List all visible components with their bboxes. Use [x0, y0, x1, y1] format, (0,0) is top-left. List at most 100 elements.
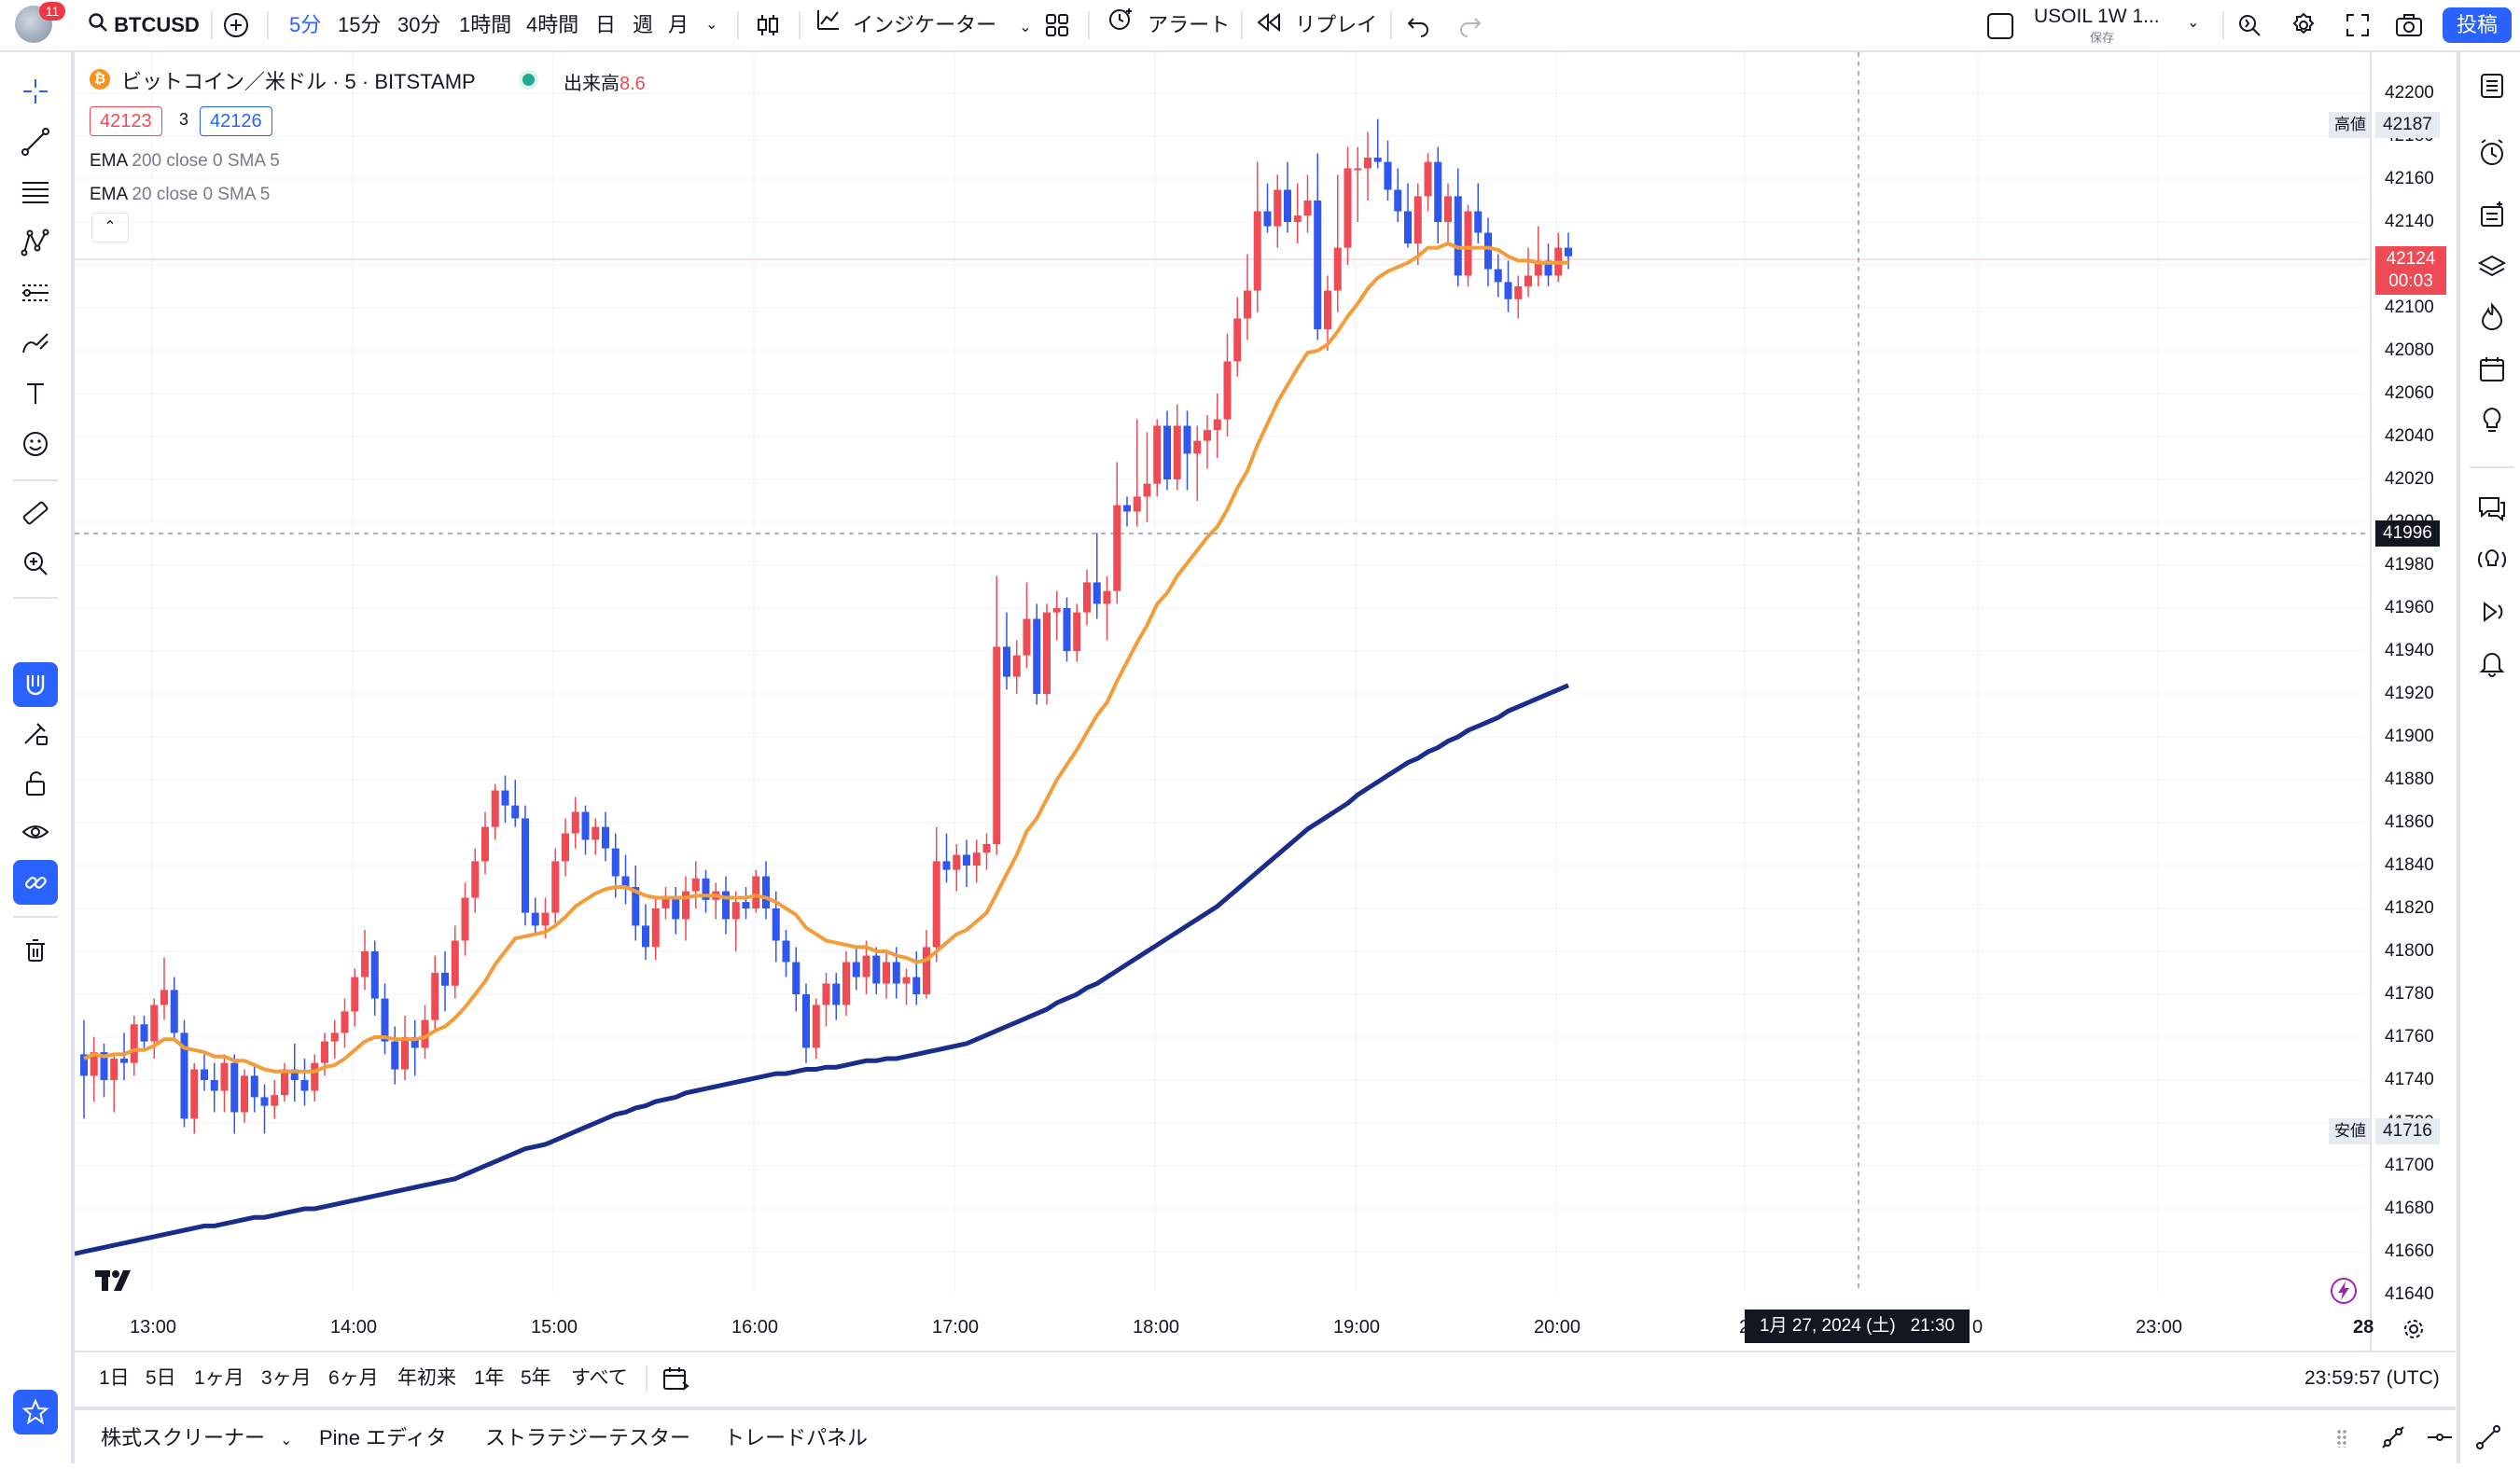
quick-search-icon[interactable] — [2235, 11, 2263, 44]
price-tick-label: 42100 — [2385, 298, 2434, 317]
horizontal-ray-icon[interactable] — [2426, 1423, 2454, 1456]
candle — [752, 869, 760, 913]
chats-icon[interactable] — [2470, 485, 2514, 530]
interval-dropdown-chevron-icon[interactable]: ⌄ — [705, 17, 718, 33]
chart-pane[interactable] — [75, 52, 2374, 1293]
calendar-icon[interactable] — [2470, 347, 2514, 392]
candle-body — [651, 908, 660, 948]
tab-strategy-tester[interactable]: ストラテジーテスター — [485, 1426, 691, 1449]
utc-clock[interactable]: 23:59:57 (UTC) — [2304, 1367, 2440, 1389]
price-tick-label: 41940 — [2385, 641, 2434, 660]
eye-icon[interactable] — [13, 810, 58, 854]
interval-5m[interactable]: 5分 — [289, 13, 322, 36]
forecast-icon[interactable] — [13, 270, 58, 315]
watchlist-icon[interactable] — [2470, 63, 2514, 108]
flash-icon[interactable] — [2329, 1276, 2359, 1310]
interval-1d[interactable]: 日 — [595, 13, 617, 36]
range-all[interactable]: すべて — [571, 1367, 628, 1389]
emoji-icon[interactable] — [13, 422, 58, 466]
candle-body — [361, 951, 369, 977]
replay-button[interactable]: リプレイ — [1256, 0, 1377, 50]
price-tick-label: 41860 — [2385, 812, 2434, 832]
layout-grid-icon[interactable] — [1043, 11, 1071, 44]
axis-settings-gear-icon[interactable] — [2402, 1317, 2426, 1346]
layers-icon[interactable] — [2470, 244, 2514, 289]
draw-line-icon[interactable] — [2474, 1423, 2502, 1456]
broadcast-play-icon[interactable] — [2470, 589, 2514, 634]
candle — [1344, 146, 1352, 265]
candle — [1253, 161, 1261, 312]
bid-price-box[interactable]: 42123 — [90, 106, 162, 136]
range-5d[interactable]: 5日 — [146, 1367, 176, 1389]
range-5y[interactable]: 5年 — [521, 1367, 551, 1389]
candle-body — [140, 1024, 148, 1042]
text-tool-icon[interactable] — [13, 371, 58, 416]
undo-icon[interactable] — [1405, 13, 1431, 42]
drag-handle-icon[interactable] — [2336, 1429, 2347, 1448]
range-1d[interactable]: 1日 — [99, 1367, 130, 1389]
ema200-legend[interactable]: EMA 200 close 0 SMA 5 — [90, 151, 280, 171]
price-tick-label: 41820 — [2385, 898, 2434, 918]
range-ytd[interactable]: 年初来 — [397, 1367, 456, 1389]
streams-bulb-icon[interactable] — [2470, 537, 2514, 582]
spread-value: 3 — [179, 110, 189, 129]
stay-drawing-icon[interactable] — [13, 711, 58, 755]
crosshair-icon[interactable] — [13, 69, 58, 114]
price-tick-label: 41840 — [2385, 855, 2434, 875]
interval-1mo[interactable]: 月 — [668, 13, 689, 36]
ask-price-box[interactable]: 42126 — [200, 106, 272, 136]
interval-30m[interactable]: 30分 — [397, 13, 441, 36]
link-sync-icon[interactable] — [13, 860, 58, 905]
settings-gear-icon[interactable] — [2290, 11, 2318, 44]
alert-button[interactable]: アラート — [1107, 0, 1230, 50]
zoom-in-icon[interactable] — [13, 541, 58, 586]
layout-chevron-down-icon[interactable]: ⌄ — [2187, 15, 2200, 31]
interval-1w[interactable]: 週 — [633, 13, 654, 36]
pattern-icon[interactable] — [13, 220, 58, 265]
unlock-icon[interactable] — [13, 761, 58, 806]
go-to-date-calendar-icon[interactable] — [661, 1364, 690, 1398]
ideas-bulb-icon[interactable] — [2470, 397, 2514, 442]
trendline-quick-icon[interactable] — [2379, 1423, 2407, 1456]
fullscreen-icon[interactable] — [2344, 11, 2372, 44]
range-1y[interactable]: 1年 — [474, 1367, 505, 1389]
post-button[interactable]: 投稿 — [2443, 7, 2512, 43]
redo-icon[interactable] — [1457, 13, 1483, 42]
tab-trade-panel[interactable]: トレードパネル — [724, 1426, 869, 1449]
trendline-icon[interactable] — [13, 119, 58, 164]
candle-style-icon[interactable] — [754, 11, 782, 44]
notifications-bell-icon[interactable] — [2470, 640, 2514, 685]
symbol-search[interactable]: BTCUSD — [88, 0, 200, 50]
compare-add-icon[interactable] — [222, 11, 250, 44]
collapse-legend-chevron-up-icon[interactable]: ⌃ — [91, 213, 129, 243]
magnet-icon[interactable] — [13, 662, 58, 707]
layout-checkbox-icon[interactable] — [1987, 13, 2013, 39]
ema20-legend[interactable]: EMA 20 close 0 SMA 5 — [90, 185, 271, 204]
price-chart[interactable] — [75, 52, 2374, 1293]
range-6m[interactable]: 6ヶ月 — [328, 1367, 379, 1389]
brush-icon[interactable] — [13, 321, 58, 366]
candle — [190, 1062, 199, 1134]
range-1m[interactable]: 1ヶ月 — [194, 1367, 244, 1389]
crosshair-time-tag: 1月 27, 2024 (土) 21:30 — [1745, 1310, 1970, 1343]
tab-pine-editor[interactable]: Pine エディタ — [319, 1426, 447, 1449]
candle-body — [923, 947, 930, 994]
alerts-clock-icon[interactable] — [2470, 131, 2514, 175]
data-window-icon[interactable] — [2470, 192, 2514, 237]
interval-1h[interactable]: 1時間 — [459, 13, 512, 36]
tradingview-logo-icon[interactable] — [93, 1267, 138, 1297]
camera-snapshot-icon[interactable] — [2394, 11, 2424, 44]
hotlist-flame-icon[interactable] — [2470, 295, 2514, 340]
tab-stock-screener[interactable]: 株式スクリーナー ⌄ — [101, 1426, 293, 1449]
ruler-icon[interactable] — [13, 491, 58, 535]
interval-15m[interactable]: 15分 — [338, 13, 382, 36]
favorites-star-icon[interactable] — [13, 1390, 58, 1434]
layout-name[interactable]: USOIL 1W 1... — [2034, 6, 2160, 27]
indicators-button[interactable]: インジケーター ⌄ — [815, 0, 1032, 50]
chart-legend-title[interactable]: ビットコイン／米ドル · 5 · BITSTAMP — [121, 70, 476, 93]
fib-lines-icon[interactable] — [13, 170, 58, 215]
interval-4h[interactable]: 4時間 — [526, 13, 579, 36]
time-axis[interactable]: 13:00 14:00 15:00 16:00 17:00 18:00 19:00 20:00… — [75, 1311, 2374, 1349]
trash-icon[interactable] — [13, 929, 58, 974]
range-3m[interactable]: 3ヶ月 — [261, 1367, 312, 1389]
